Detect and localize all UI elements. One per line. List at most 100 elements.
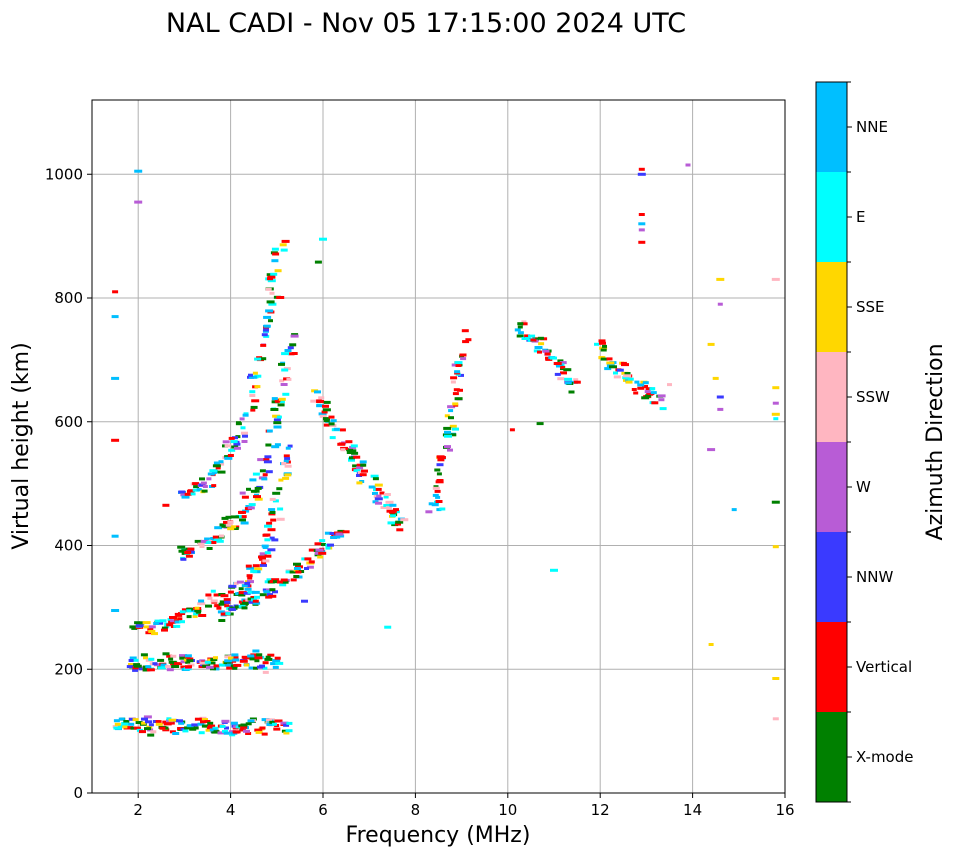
echo-point [452,392,459,396]
echo-point [248,666,255,670]
echo-point [557,359,564,363]
echo-point [268,319,273,323]
echo-point [227,527,235,531]
echo-point [134,169,143,173]
echo-point [135,721,143,724]
echo-point [374,497,383,501]
echo-point [353,469,361,473]
echo-point [553,362,562,365]
echo-point [254,595,260,599]
echo-point [254,656,263,660]
echo-point [207,596,213,600]
echo-point [249,478,257,482]
echo-point [265,287,272,291]
echo-point [323,423,330,427]
echo-point [221,663,230,667]
echo-point [271,259,279,263]
echo-point [319,539,326,543]
echo-point [224,659,233,663]
echo-point [126,665,134,669]
echo-point [716,395,724,399]
echo-point [234,605,242,609]
echo-point [773,417,779,421]
echo-point [616,368,624,372]
echo-point [161,626,168,630]
echo-point [253,601,261,605]
echo-point [390,514,397,518]
echo-point [259,593,267,597]
echo-point [268,508,276,512]
echo-point [242,434,248,438]
echo-point [177,617,183,621]
echo-point [201,489,208,493]
echo-point [240,426,246,430]
echo-point [282,392,290,396]
echo-point [174,620,181,624]
echo-point [295,565,303,569]
echo-point [638,167,645,171]
echo-point [213,593,220,597]
echo-point [772,386,780,390]
echo-point [211,541,217,544]
echo-point [263,334,270,338]
echo-point [247,719,255,723]
echo-point [318,412,327,416]
echo-point [337,534,345,538]
echo-point [274,719,283,723]
echo-point [613,371,618,375]
echo-point [346,451,355,454]
colorbar-swatch [816,262,847,352]
echo-point [221,719,230,723]
echo-point [220,594,229,598]
echo-point [599,341,606,345]
echo-point [269,588,276,592]
echo-point [206,541,215,544]
echo-point [444,445,451,449]
echo-point [294,567,301,570]
echo-point [599,346,608,350]
echo-point [521,320,527,324]
echo-point [301,599,308,603]
echo-point [249,390,256,394]
echo-point [250,405,258,409]
x-tick-label: 12 [591,801,610,819]
colorbar-swatch [816,442,847,532]
echo-point [356,474,362,477]
echo-point [239,659,248,663]
echo-point [316,400,325,403]
echo-point [308,548,317,552]
echo-point [161,628,168,632]
echo-point [242,601,249,605]
echo-point [450,433,457,437]
echo-point [241,606,248,610]
echo-point [241,655,248,659]
echo-point [157,621,164,625]
grid-lines [92,100,785,793]
echo-point [234,446,241,450]
echo-point [241,440,248,443]
echo-point [242,413,249,417]
x-tick-label: 8 [411,801,421,819]
colorbar-tick-label: NNW [856,568,893,586]
echo-point [542,349,550,353]
echo-point [184,551,192,554]
echo-point [238,591,247,595]
echo-point [179,620,185,624]
echo-point [267,593,273,597]
echo-point [772,401,779,405]
echo-point [514,328,521,332]
echo-point [306,565,314,569]
colorbar-tick-label: W [856,478,871,496]
echo-point [128,659,134,662]
y-tick-label: 200 [54,660,83,678]
echo-point [218,462,225,466]
echo-point [275,661,284,665]
echo-point [139,730,146,734]
echo-point [641,396,650,400]
echo-point [232,436,238,440]
echo-point [631,388,637,391]
echo-point [279,400,285,404]
echo-point [260,343,267,347]
echo-point [127,726,134,730]
echo-point [222,729,228,733]
